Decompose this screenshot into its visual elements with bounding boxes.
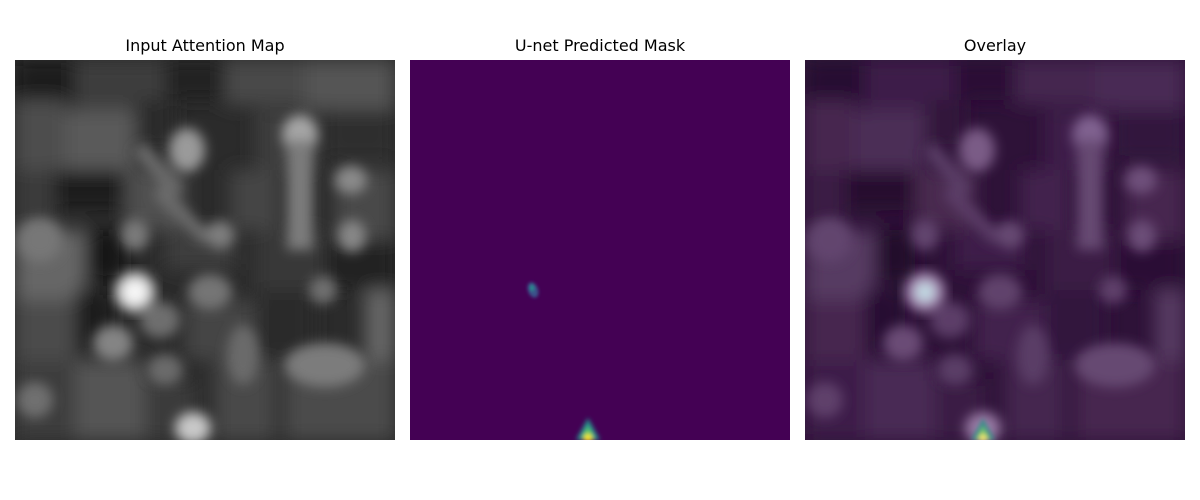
- attention-highlights: [17, 115, 367, 440]
- mask-bottom-blob: [576, 418, 600, 440]
- attention-map-graphic: [15, 60, 395, 440]
- mask-background: [410, 60, 790, 440]
- attention-blobs-soft: [15, 60, 395, 440]
- input-attention-map-image: [15, 60, 395, 440]
- unet-predicted-mask-image: [410, 60, 790, 440]
- mask-small-blob: [527, 282, 539, 298]
- attention-peak: [115, 272, 155, 312]
- overlay-mask-bottom-blob: [971, 418, 995, 440]
- overlay-graphic: [805, 60, 1185, 440]
- mask-graphic: [410, 60, 790, 440]
- panel-title-unet-predicted-mask: U-net Predicted Mask: [514, 36, 686, 55]
- panel-title-overlay: Overlay: [963, 36, 1027, 55]
- panel-title-input-attention-map: Input Attention Map: [125, 36, 285, 55]
- overlay-image: [805, 60, 1185, 440]
- overlay-peak: [905, 272, 945, 312]
- overlay-highlights: [807, 115, 1157, 440]
